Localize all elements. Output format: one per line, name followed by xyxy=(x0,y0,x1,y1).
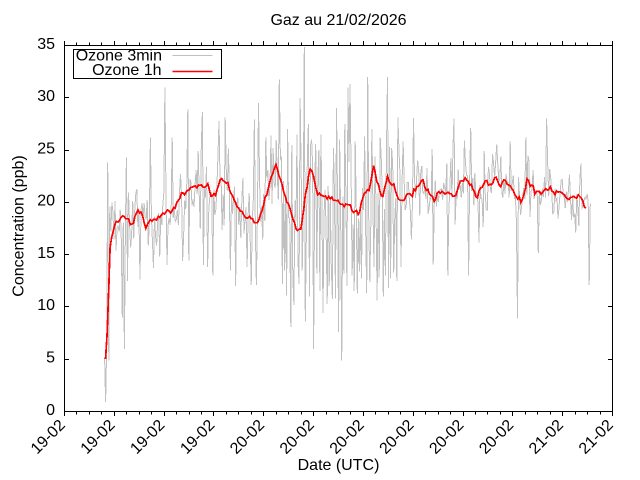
svg-text:5: 5 xyxy=(46,350,55,367)
svg-text:Ozone 1h: Ozone 1h xyxy=(92,62,161,79)
svg-text:30: 30 xyxy=(37,88,55,105)
svg-text:Gaz au 21/02/2026: Gaz au 21/02/2026 xyxy=(270,12,406,29)
svg-text:15: 15 xyxy=(37,245,55,262)
svg-text:35: 35 xyxy=(37,36,55,53)
svg-text:25: 25 xyxy=(37,140,55,157)
svg-text:0: 0 xyxy=(46,402,55,419)
svg-text:Ozone 3min: Ozone 3min xyxy=(76,48,162,65)
svg-text:10: 10 xyxy=(37,297,55,314)
svg-text:20: 20 xyxy=(37,193,55,210)
svg-text:Concentration (ppb): Concentration (ppb) xyxy=(11,155,28,296)
svg-text:Date (UTC): Date (UTC) xyxy=(298,457,380,474)
